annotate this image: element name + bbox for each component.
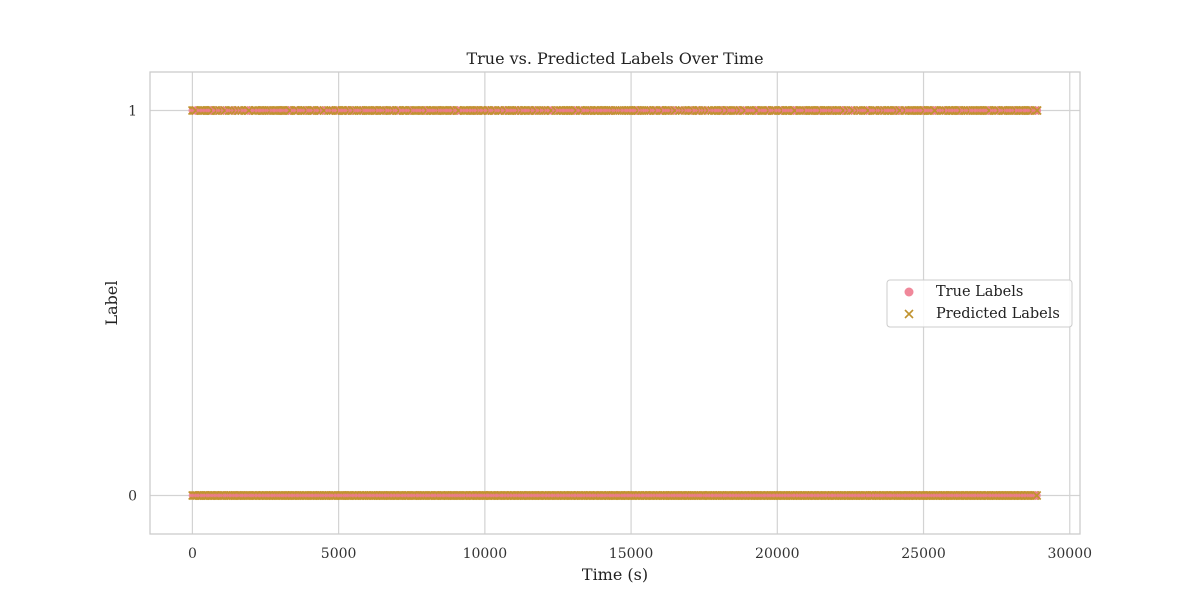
- plot-frame: [149, 71, 1081, 535]
- x-tick-label: 5000: [321, 546, 357, 562]
- legend-label-predicted-labels: Predicted Labels: [936, 306, 1060, 322]
- y-axis-label: Label: [102, 281, 121, 326]
- legend-box: [886, 279, 1073, 328]
- x-tick-label: 15000: [609, 546, 654, 562]
- legend-marker-true-labels: [904, 287, 914, 297]
- legend-label-true-labels: True Labels: [936, 284, 1023, 300]
- y-tick-label: 0: [128, 489, 137, 505]
- legend-marker-predicted-labels: [904, 309, 914, 319]
- x-tick-label: 30000: [1047, 546, 1092, 562]
- x-tick-label: 25000: [901, 546, 946, 562]
- legend: True Labels Predicted Labels: [886, 279, 1073, 328]
- predicted-label-point: [1032, 105, 1042, 116]
- x-tick-label: 0: [188, 546, 197, 562]
- y-ticks: 01: [128, 104, 137, 505]
- predicted-label-point: [1032, 490, 1042, 501]
- y-tick-label: 1: [128, 104, 137, 120]
- x-tick-label: 10000: [463, 546, 508, 562]
- points: [187, 105, 1042, 501]
- chart-title: True vs. Predicted Labels Over Time: [466, 49, 763, 68]
- x-axis-label: Time (s): [582, 565, 648, 584]
- x-ticks: 0 5000 10000 15000 20000 25000 30000: [188, 546, 1092, 562]
- x-tick-label: 20000: [755, 546, 800, 562]
